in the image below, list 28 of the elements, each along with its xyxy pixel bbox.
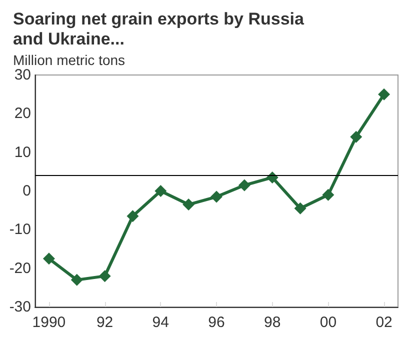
x-tick-label: 02	[376, 314, 392, 331]
y-tick-label: 10	[14, 144, 31, 161]
point	[210, 190, 222, 203]
point	[322, 188, 334, 201]
point	[182, 198, 195, 211]
point	[238, 179, 250, 192]
y-tick-label: -10	[9, 221, 31, 238]
x-tick-label: 96	[208, 314, 225, 331]
chart-title: Soaring net grain exports by Russia and Ukraine...	[13, 10, 305, 48]
point	[42, 252, 55, 265]
x-tick-label: 92	[96, 314, 114, 331]
y-tick-label: -30	[9, 298, 31, 316]
y-tick-label: 20	[14, 105, 31, 122]
point	[126, 210, 139, 222]
point	[294, 202, 306, 214]
y-tick-label: -20	[9, 260, 31, 277]
y-axis-title: Million metric tons	[13, 52, 126, 68]
y-tick-label: 30	[14, 66, 31, 84]
point	[70, 274, 83, 286]
point	[154, 185, 167, 197]
x-tick-label: 98	[264, 314, 281, 331]
x-tick-label: 1990	[32, 314, 66, 331]
y-tick-label: 0	[22, 182, 31, 200]
x-tick-label: 94	[152, 314, 169, 331]
point	[98, 270, 111, 282]
point	[350, 130, 362, 143]
x-tick-label: 00	[320, 314, 337, 331]
point	[378, 88, 390, 100]
